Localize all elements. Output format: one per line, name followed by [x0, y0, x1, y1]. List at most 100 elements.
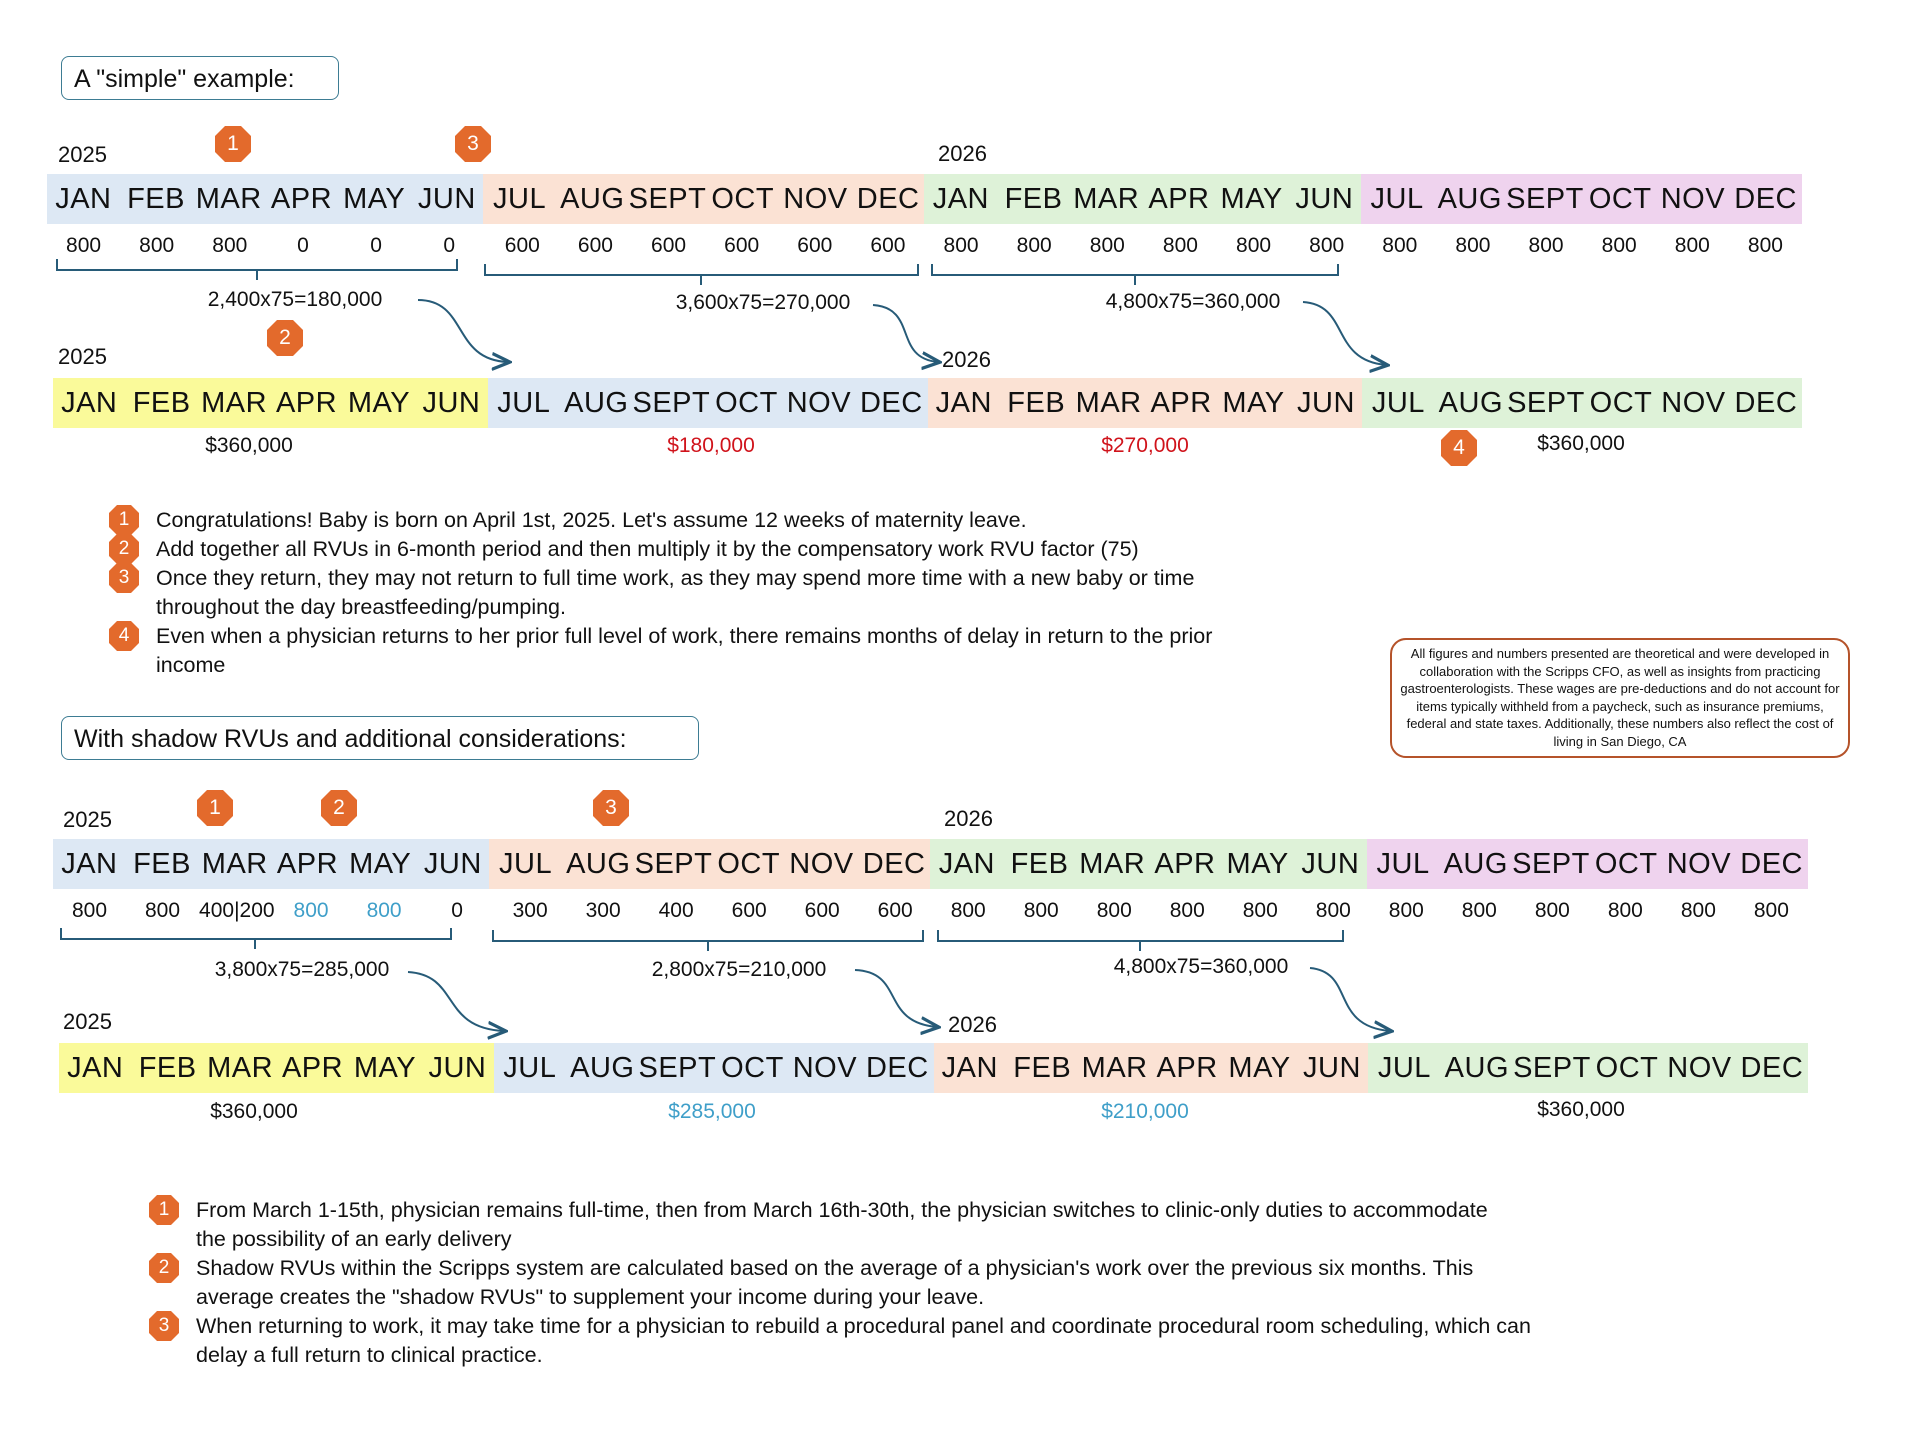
- month-cell: JAN: [53, 378, 126, 428]
- month-cell: SEPT: [1512, 839, 1590, 889]
- month-cell: MAR: [1072, 378, 1145, 428]
- s2-amount-2: $285,000: [668, 1100, 756, 1123]
- month-cell: OCT: [1589, 839, 1663, 889]
- month-cell: NOV: [779, 174, 852, 224]
- month-cell: JUN: [421, 1043, 494, 1093]
- month-cell: SEPT: [632, 378, 711, 428]
- s1-note-4: 4 Even when a physician returns to her pr…: [108, 621, 1278, 680]
- s2-badge-3: 3: [592, 789, 630, 827]
- month-cell: JUL: [1360, 174, 1434, 224]
- rvu-value: 400|200: [199, 899, 275, 922]
- s2-notes: 1 From March 1-15th, physician remains fu…: [148, 1194, 1578, 1370]
- s1-formula-2: 3,600x75=270,000: [675, 291, 851, 314]
- rvu-value: 800: [1236, 234, 1272, 257]
- month-cell: AUG: [560, 378, 633, 428]
- note-badge-icon: 3: [108, 562, 140, 594]
- note-badge-icon: 2: [148, 1252, 180, 1284]
- rvu-value: 600: [504, 234, 540, 257]
- rvu-value: 0: [297, 234, 309, 257]
- month-cell: SEPT: [1506, 174, 1584, 224]
- month-cell: FEB: [1000, 378, 1073, 428]
- month-cell: FEB: [1006, 1043, 1079, 1093]
- month-cell: APR: [276, 1043, 349, 1093]
- month-cell: JUL: [1368, 1043, 1441, 1093]
- s1-rvu-values-row: 800 800 800 0 0 0 600 600 600 600 600 600 800 800 800 8…: [47, 231, 1802, 261]
- rvu-value: 800: [1607, 899, 1643, 922]
- month-cell: MAY: [343, 839, 417, 889]
- month-cell: NOV: [1657, 378, 1730, 428]
- month-cell: JAN: [924, 174, 998, 224]
- month-cell: JUN: [416, 839, 490, 889]
- month-cell: JUL: [483, 174, 556, 224]
- s1-amount-1: $360,000: [205, 434, 293, 457]
- s1-arrow-2: [872, 304, 938, 362]
- s1-amount-2: $180,000: [667, 434, 755, 457]
- rvu-value: 800: [950, 899, 986, 922]
- s1-rvu-months-row: JAN FEB MAR APR MAY JUN JUL AUG SEPT OCT NOV DEC JAN…: [47, 174, 1802, 224]
- month-cell: OCT: [706, 174, 780, 224]
- s1-bracket-3: [931, 264, 1339, 285]
- s1-amount-3: $270,000: [1101, 434, 1189, 457]
- month-cell: NOV: [1662, 839, 1736, 889]
- rvu-value: 0: [451, 899, 463, 922]
- rvu-value: 800: [1162, 234, 1198, 257]
- month-cell: MAY: [342, 378, 416, 428]
- month-cell: JAN: [933, 1043, 1006, 1093]
- month-cell: JUL: [1366, 839, 1440, 889]
- month-cell: JUL: [1362, 378, 1435, 428]
- section1-label: A "simple" example:: [61, 56, 339, 100]
- month-cell: MAR: [192, 174, 266, 224]
- s2-arrow-1: [407, 971, 504, 1031]
- rvu-value: 800: [943, 234, 979, 257]
- month-cell: OCT: [710, 378, 783, 428]
- month-cell: NOV: [782, 378, 856, 428]
- month-cell: JUN: [415, 378, 488, 428]
- s2-row2-year-2026: 2026: [948, 1012, 997, 1037]
- month-cell: APR: [265, 174, 338, 224]
- rvu-value: 800: [212, 234, 248, 257]
- s2-row1-year-2025: 2025: [63, 807, 112, 832]
- s2-note-2: 2 Shadow RVUs within the Scripps system a…: [148, 1252, 1578, 1312]
- month-cell: JUN: [1288, 174, 1361, 224]
- month-cell: FEB: [997, 174, 1070, 224]
- month-cell: APR: [271, 839, 344, 889]
- s2-bracket-3: [937, 930, 1344, 951]
- s1-arrow-1: [417, 299, 508, 362]
- note-badge-icon: 3: [148, 1310, 180, 1342]
- rvu-value: 800: [1242, 899, 1278, 922]
- s2-amount-4: $360,000: [1537, 1098, 1625, 1121]
- s1-badge-2: 2: [266, 319, 304, 357]
- month-cell: APR: [1150, 1043, 1224, 1093]
- month-cell: AUG: [1439, 839, 1513, 889]
- s1-formula-3: 4,800x75=360,000: [1105, 290, 1281, 313]
- month-cell: AUG: [1434, 378, 1508, 428]
- s2-formula-1: 3,800x75=285,000: [214, 958, 390, 981]
- month-cell: MAR: [198, 839, 272, 889]
- month-cell: AUG: [555, 174, 629, 224]
- rvu-value: 800: [1096, 899, 1132, 922]
- rvu-value: 800: [1753, 899, 1789, 922]
- rvu-value: 0: [443, 234, 456, 257]
- s1-amount-4: $360,000: [1537, 432, 1625, 455]
- rvu-value: 800: [1455, 234, 1491, 257]
- rvu-value: 300: [512, 899, 548, 922]
- s2-rvu-months-row: JAN FEB MAR APR MAY JUN JUL AUG SEPT OCT NOV DEC JAN…: [53, 839, 1808, 889]
- month-cell: SEPT: [628, 174, 707, 224]
- s2-formula-3: 4,800x75=360,000: [1113, 955, 1289, 978]
- month-cell: JAN: [59, 1043, 132, 1093]
- section2-label: With shadow RVUs and additional consider…: [61, 716, 699, 760]
- month-cell: MAR: [1075, 839, 1149, 889]
- month-cell: JAN: [927, 378, 1000, 428]
- s2-badge-2: 2: [320, 789, 358, 827]
- rvu-value: 800: [66, 234, 102, 257]
- month-cell: APR: [270, 378, 343, 428]
- s2-row2-year-2025: 2025: [63, 1009, 112, 1034]
- month-cell: JAN: [47, 174, 120, 224]
- s1-bracket-2: [484, 264, 919, 285]
- note-badge-icon: 1: [148, 1194, 180, 1226]
- rvu-value: 600: [877, 899, 913, 922]
- rvu-value: 600: [651, 234, 687, 257]
- month-cell: JAN: [930, 839, 1004, 889]
- month-cell: NOV: [785, 839, 858, 889]
